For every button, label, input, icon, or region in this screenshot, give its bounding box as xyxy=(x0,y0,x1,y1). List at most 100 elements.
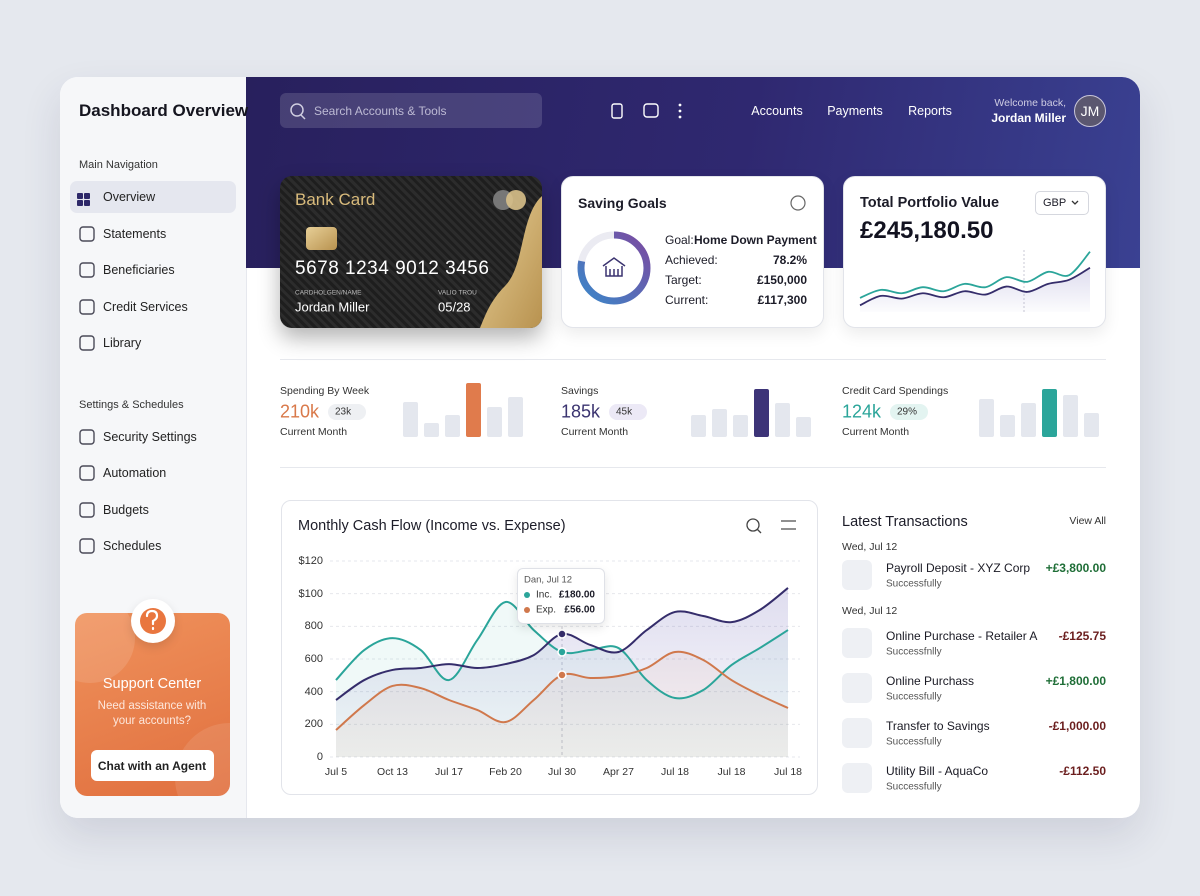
avatar[interactable] xyxy=(1074,95,1106,127)
stat-value: 210k xyxy=(280,401,320,422)
stat-value: 185k xyxy=(561,401,601,422)
goal-value: 78.2% xyxy=(772,253,807,267)
x-tick-label: Oct 13 xyxy=(377,766,408,778)
user-name: Jordan Miller xyxy=(991,111,1066,125)
y-tick-label: $100 xyxy=(298,587,323,600)
transaction-title[interactable]: Online Purchase - Retailer A xyxy=(886,629,1038,643)
nav-item[interactable]: Beneficiaries xyxy=(103,263,175,277)
nav-item[interactable]: Overview xyxy=(103,190,156,204)
bar xyxy=(979,399,994,437)
bar xyxy=(733,415,748,437)
card-holder: Jordan Miller xyxy=(295,299,370,315)
nav-item[interactable]: Library xyxy=(103,336,142,350)
icon xyxy=(79,226,95,242)
bar xyxy=(691,415,706,437)
tooltip-label: Exp. xyxy=(536,604,557,616)
tooltip-date: Dan, Jul 12 xyxy=(524,574,573,586)
nav-item[interactable]: Budgets xyxy=(103,503,149,517)
search-icon xyxy=(756,528,762,534)
y-tick-label: 600 xyxy=(304,653,323,665)
portfolio-line xyxy=(859,251,1091,299)
chat-button[interactable]: Chat with an Agent xyxy=(97,759,207,773)
nav-item[interactable]: Security Settings xyxy=(103,430,197,444)
nav-item[interactable]: Credit Services xyxy=(103,300,188,314)
transaction-status: Successfnlly xyxy=(886,646,942,658)
portfolio-area xyxy=(860,267,1090,312)
bar xyxy=(1063,395,1078,437)
tooltip xyxy=(517,568,605,624)
search-icon xyxy=(290,103,304,117)
chart-title: Monthly Cash Flow (Income vs. Expense) xyxy=(298,518,566,534)
house-icon xyxy=(602,257,626,277)
chat-button-bg[interactable] xyxy=(91,750,214,781)
x-tick-label: Jul 5 xyxy=(324,766,348,778)
goal-label: Target: xyxy=(665,273,702,287)
card-label: CARDHOLGEN/NAME xyxy=(295,289,362,297)
view-all-link[interactable]: View All xyxy=(1069,515,1106,527)
transaction-icon xyxy=(842,718,872,748)
transaction-title[interactable]: Online Purchass xyxy=(886,674,975,688)
stat-sub: Current Month xyxy=(561,426,629,438)
transaction-title[interactable]: Payroll Deposit - XYZ Corp xyxy=(886,561,1031,575)
tooltip-point xyxy=(557,670,567,680)
search-box[interactable] xyxy=(280,93,542,128)
search-placeholder[interactable]: Search Accounts & Tools xyxy=(314,104,447,118)
x-tick-label: Apr 27 xyxy=(603,766,634,778)
nav-item[interactable]: Schedules xyxy=(103,539,162,553)
menu-icon xyxy=(678,103,682,107)
transaction-status: Successfully xyxy=(886,578,942,590)
chevron xyxy=(1071,200,1079,205)
transaction-title[interactable]: Utility Bill - AquaCo xyxy=(886,764,989,778)
transaction-amount: -£1,000.00 xyxy=(1048,719,1106,733)
goal-label: Achieved: xyxy=(665,253,718,267)
transaction-title[interactable]: Transfer to Savings xyxy=(886,719,990,733)
x-tick-label: Feb 20 xyxy=(489,766,522,778)
help-icon xyxy=(790,195,806,211)
icon xyxy=(84,193,90,199)
y-tick-label: 200 xyxy=(304,718,323,731)
tooltip-value: £56.00 xyxy=(564,604,595,616)
bar xyxy=(445,415,460,437)
header-link[interactable]: Reports xyxy=(908,104,952,118)
divider xyxy=(280,467,1106,468)
goal-ring-progress xyxy=(577,231,651,305)
header-link[interactable]: Accounts xyxy=(751,104,803,118)
support-text: Need assistance with your accounts? xyxy=(97,700,207,727)
stat-sub: Current Month xyxy=(280,426,348,438)
bar xyxy=(796,417,811,437)
transaction-icon xyxy=(842,628,872,658)
bar xyxy=(424,423,439,437)
active-nav-highlight xyxy=(70,181,236,213)
header-link[interactable]: Payments xyxy=(827,104,883,118)
stat-badge xyxy=(609,404,647,420)
tooltip-dot xyxy=(524,592,530,598)
bank-card[interactable] xyxy=(280,176,542,328)
transaction-status: Successfully xyxy=(886,691,942,703)
stat-label: Spending By Week xyxy=(280,385,370,397)
card-number: 5678 1234 9012 3456 xyxy=(295,258,490,279)
nav-heading: Main Navigation xyxy=(79,159,158,171)
card-label: VALIO TROU xyxy=(438,289,477,297)
currency-select[interactable] xyxy=(1035,191,1089,215)
card-decor xyxy=(306,190,542,328)
bar xyxy=(754,389,769,437)
icon xyxy=(77,193,83,199)
x-tick-label: Jul 18 xyxy=(773,766,803,778)
portfolio-value: £245,180.50 xyxy=(860,217,994,244)
x-tick-label: Jul 18 xyxy=(717,766,746,778)
nav-item[interactable]: Statements xyxy=(103,227,167,241)
divider xyxy=(280,359,1106,360)
currency[interactable]: GBP xyxy=(1043,197,1067,209)
stat-badge xyxy=(890,404,928,420)
icon xyxy=(79,538,95,554)
goal-label: Current: xyxy=(665,293,709,307)
menu-icon xyxy=(678,115,682,119)
transaction-icon xyxy=(842,673,872,703)
icon xyxy=(77,200,83,206)
nav-item[interactable]: Automation xyxy=(103,466,167,480)
stat-sub: Current Month xyxy=(842,426,910,438)
stat-label: Savings xyxy=(561,385,599,397)
phone-icon xyxy=(611,103,623,119)
transaction-status: Successfully xyxy=(886,736,942,748)
